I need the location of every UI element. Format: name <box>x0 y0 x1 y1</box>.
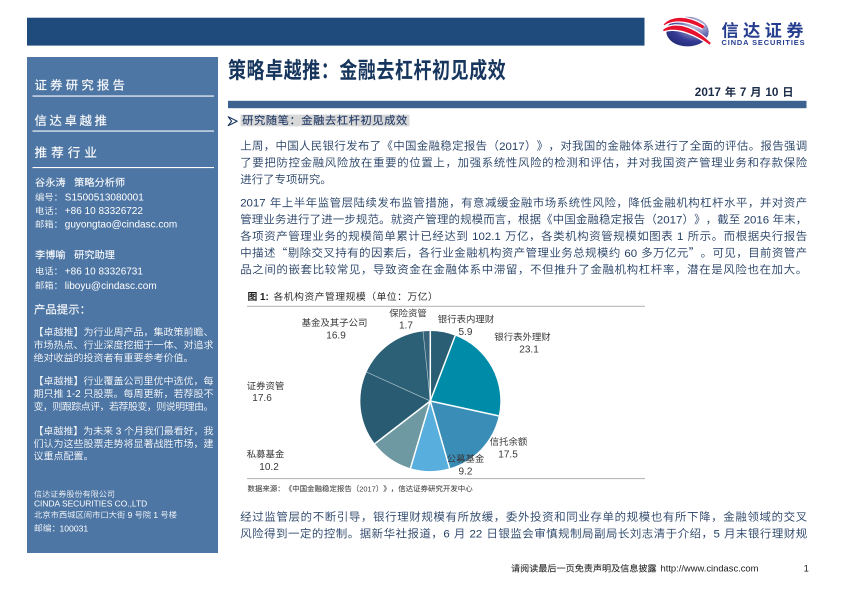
svg-text:23.1: 23.1 <box>519 345 539 356</box>
svg-text:9: 9 <box>128 510 133 520</box>
svg-text:CINDA SECURITIES CO.,LTD: CINDA SECURITIES CO.,LTD <box>34 498 147 508</box>
svg-text:100031: 100031 <box>60 523 89 533</box>
svg-text:2017: 2017 <box>359 484 376 493</box>
svg-text:1: 1 <box>153 510 158 520</box>
svg-text:2017: 2017 <box>240 198 265 210</box>
svg-text:5.9: 5.9 <box>459 327 473 338</box>
svg-text:10: 10 <box>765 86 779 99</box>
svg-text:1: 1 <box>804 563 809 574</box>
svg-text:22: 22 <box>470 529 483 541</box>
svg-text:9.2: 9.2 <box>459 466 473 477</box>
svg-text:2016: 2016 <box>744 214 769 226</box>
svg-text:1:: 1: <box>260 292 269 303</box>
svg-text:2017: 2017 <box>695 86 722 99</box>
svg-text:17.6: 17.6 <box>252 393 272 404</box>
svg-text:liboyu@cindasc.com: liboyu@cindasc.com <box>65 281 157 292</box>
svg-text:1: 1 <box>677 231 683 243</box>
svg-text:16.9: 16.9 <box>326 330 346 341</box>
svg-text:60: 60 <box>624 248 637 260</box>
svg-text:6: 6 <box>443 529 449 541</box>
svg-text:5: 5 <box>713 529 719 541</box>
svg-text:102.1: 102.1 <box>472 231 501 243</box>
svg-text:3: 3 <box>116 427 122 438</box>
svg-text:guyongtao@cindasc.com: guyongtao@cindasc.com <box>65 220 177 231</box>
svg-text:1-2: 1-2 <box>66 389 81 400</box>
svg-text:2017: 2017 <box>657 214 682 226</box>
svg-text:http://www.cindasc.com: http://www.cindasc.com <box>661 563 759 574</box>
svg-text:2017: 2017 <box>499 141 524 153</box>
svg-text:7: 7 <box>740 86 747 99</box>
svg-text:CINDA SECURITIES: CINDA SECURITIES <box>722 38 806 47</box>
svg-text:17.5: 17.5 <box>498 449 518 460</box>
svg-text:1.7: 1.7 <box>399 321 413 332</box>
svg-text:+86 10 83326722: +86 10 83326722 <box>65 206 144 217</box>
svg-text:+86 10 83326731: +86 10 83326731 <box>65 266 144 277</box>
svg-text:S1500513080001: S1500513080001 <box>65 193 144 204</box>
svg-text:10.2: 10.2 <box>259 462 279 473</box>
